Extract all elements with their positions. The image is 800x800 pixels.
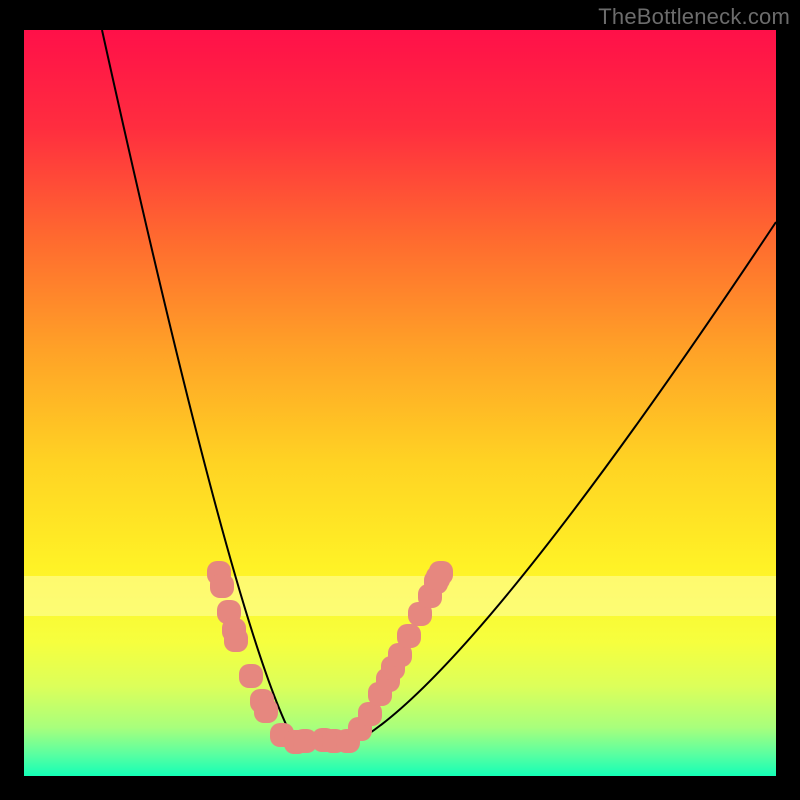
data-marker [210, 574, 234, 598]
data-marker [254, 699, 278, 723]
data-marker [426, 566, 450, 590]
data-marker [397, 624, 421, 648]
highlight-band [24, 576, 776, 616]
watermark-text: TheBottleneck.com [598, 4, 790, 30]
bottleneck-chart [0, 0, 800, 800]
data-marker [224, 628, 248, 652]
data-marker [239, 664, 263, 688]
